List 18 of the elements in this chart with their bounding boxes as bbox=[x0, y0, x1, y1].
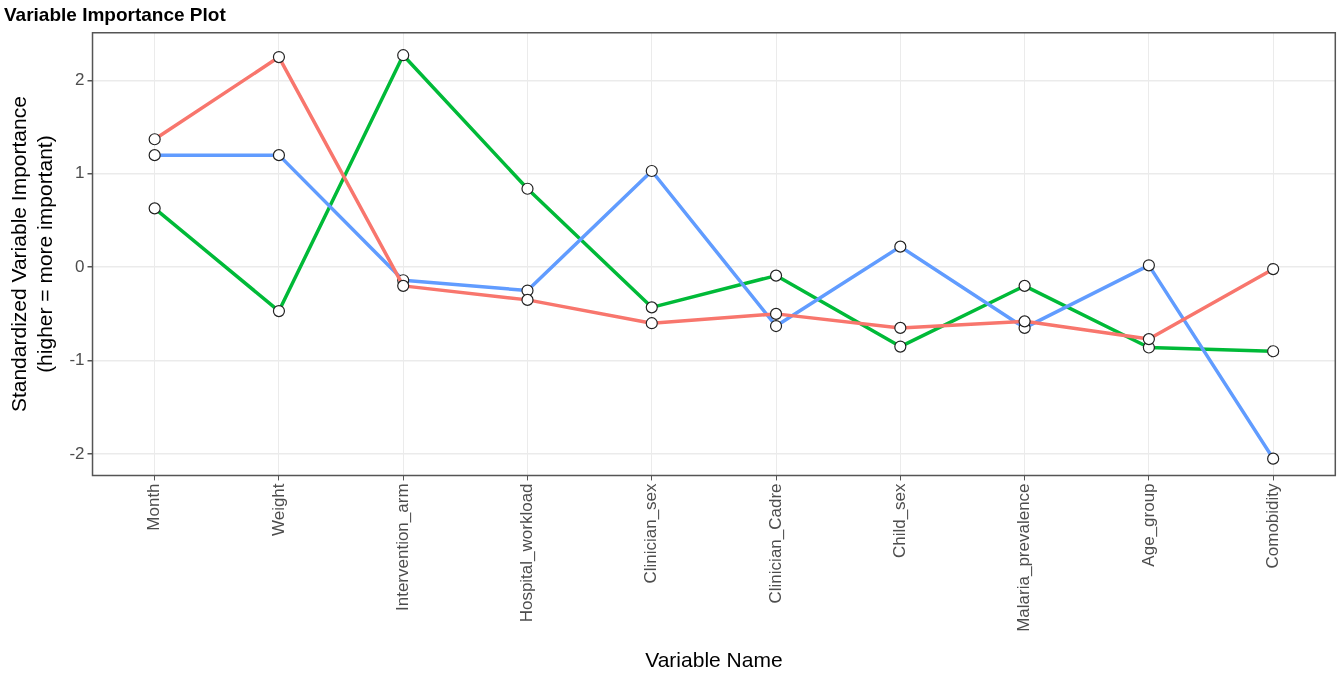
x-tick-label: Intervention_arm bbox=[392, 483, 412, 612]
chart-title: Variable Importance Plot bbox=[4, 3, 227, 25]
x-tick-label: Weight bbox=[268, 483, 288, 537]
y-tick-label: 2 bbox=[75, 70, 85, 90]
x-tick-label: Comobidity bbox=[1262, 482, 1282, 569]
x-tick-label: Month bbox=[144, 483, 164, 531]
x-axis-title: Variable Name bbox=[645, 648, 783, 672]
x-tick-label: Clinician_sex bbox=[641, 482, 661, 584]
y-tick-label: -2 bbox=[69, 443, 85, 463]
y-tick-label: 0 bbox=[75, 256, 85, 276]
y-tick-label: 1 bbox=[75, 163, 85, 183]
y-tick-label: -1 bbox=[69, 350, 85, 370]
x-tick-label: Age_group bbox=[1138, 483, 1158, 567]
x-tick-label: Child_sex bbox=[890, 482, 910, 559]
x-tick-label: Hospital_workload bbox=[517, 483, 537, 623]
y-axis-title: Standardized Variable Importance (higher = more important) bbox=[7, 96, 56, 413]
x-tick-label: Clinician_Cadre bbox=[765, 483, 785, 604]
x-tick-label: Malaria_prevalence bbox=[1014, 483, 1034, 632]
